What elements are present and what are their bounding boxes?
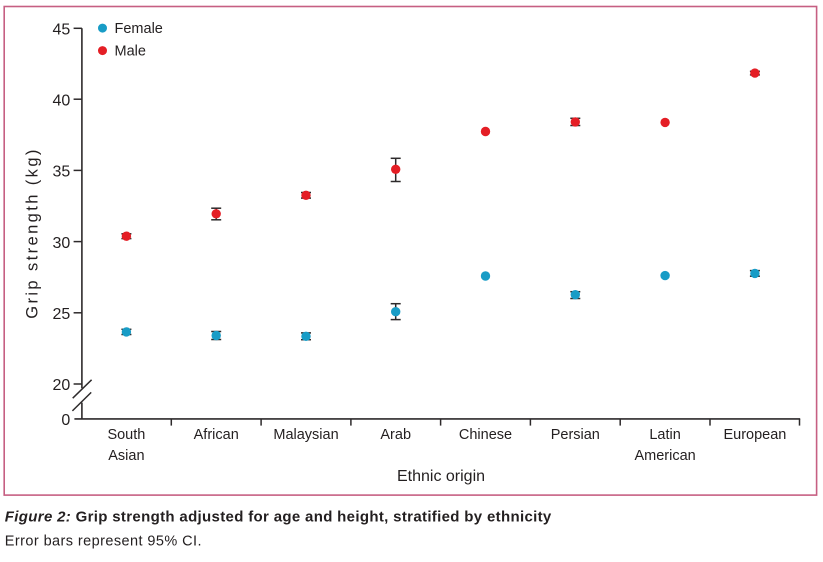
svg-text:Persian: Persian [551,427,600,443]
svg-text:Female: Female [115,21,163,37]
svg-text:Malaysian: Malaysian [273,427,338,443]
svg-text:30: 30 [53,235,71,252]
svg-text:American: American [634,448,695,464]
svg-text:Ethnic origin: Ethnic origin [397,468,485,485]
svg-text:Chinese: Chinese [459,427,512,443]
svg-text:25: 25 [53,306,71,323]
svg-text:Male: Male [115,44,146,60]
svg-text:40: 40 [53,92,71,109]
svg-text:Asian: Asian [108,448,144,464]
svg-text:African: African [194,427,239,443]
svg-text:20: 20 [53,377,71,394]
svg-text:Arab: Arab [380,427,411,443]
svg-text:European: European [723,427,786,443]
svg-text:35: 35 [53,164,71,181]
svg-text:South: South [107,427,145,443]
svg-text:Error bars represent 95% CI.: Error bars represent 95% CI. [5,534,202,550]
svg-text:Figure 2: Grip strength adjust: Figure 2: Grip strength adjusted for age… [5,509,552,526]
svg-text:Grip strength (kg): Grip strength (kg) [24,147,42,319]
svg-text:0: 0 [61,412,70,429]
svg-text:45: 45 [53,22,71,39]
svg-text:Latin: Latin [649,427,680,443]
